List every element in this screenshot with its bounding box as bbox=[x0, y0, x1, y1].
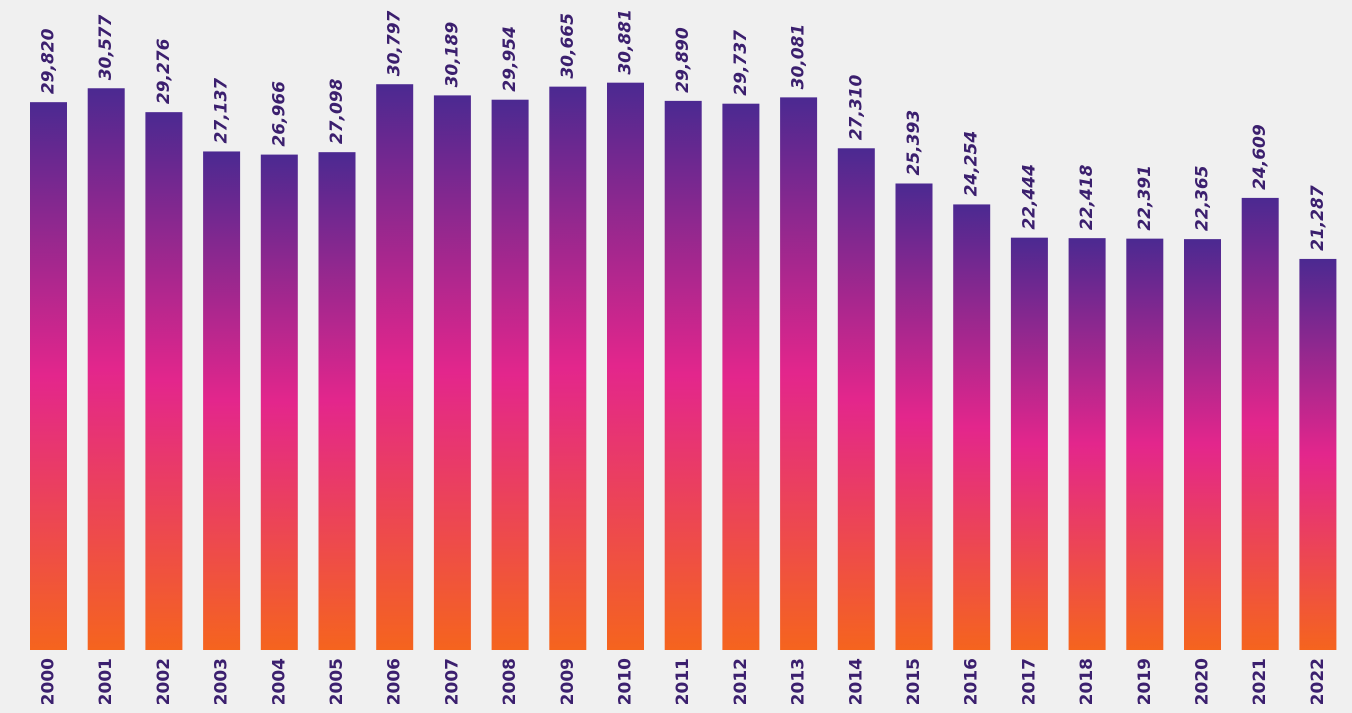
x-tick-label: 2009 bbox=[558, 658, 578, 705]
bar bbox=[895, 183, 933, 650]
x-tick-label: 2018 bbox=[1077, 658, 1097, 705]
value-label: 22,444 bbox=[1019, 164, 1039, 230]
value-label: 22,365 bbox=[1193, 166, 1213, 232]
bar bbox=[1241, 197, 1279, 650]
x-tick-label: 2004 bbox=[269, 658, 289, 705]
bar bbox=[376, 84, 414, 651]
x-tick-label: 2002 bbox=[154, 658, 174, 705]
value-label: 30,577 bbox=[96, 14, 116, 80]
value-label: 21,287 bbox=[1308, 185, 1328, 251]
value-label: 27,310 bbox=[846, 75, 866, 141]
x-tick-label: 2012 bbox=[731, 658, 751, 705]
x-tick-label: 2014 bbox=[846, 658, 866, 705]
value-label: 29,890 bbox=[673, 27, 693, 93]
value-label: 22,391 bbox=[1135, 165, 1155, 231]
x-tick-label: 2000 bbox=[39, 658, 59, 705]
bar bbox=[318, 152, 356, 651]
value-label: 26,966 bbox=[269, 81, 289, 147]
value-label: 29,954 bbox=[500, 26, 520, 92]
bar bbox=[433, 95, 471, 650]
bar bbox=[953, 204, 991, 650]
bar bbox=[722, 103, 760, 650]
bar bbox=[837, 148, 875, 650]
bar bbox=[549, 86, 587, 651]
bar bbox=[87, 88, 125, 650]
value-label: 30,189 bbox=[442, 22, 462, 88]
x-tick-label: 2007 bbox=[442, 658, 462, 705]
x-tick-label: 2020 bbox=[1193, 658, 1213, 705]
x-tick-label: 2022 bbox=[1308, 658, 1328, 705]
bar bbox=[1010, 237, 1048, 650]
bar bbox=[607, 82, 644, 650]
bar bbox=[260, 154, 298, 650]
bar bbox=[203, 151, 241, 651]
bar bbox=[1126, 238, 1164, 651]
x-tick-label: 2003 bbox=[212, 658, 232, 705]
x-tick-label: 2005 bbox=[327, 658, 347, 705]
bar bbox=[1299, 258, 1337, 650]
bar bbox=[145, 112, 183, 650]
x-tick-label: 2001 bbox=[96, 658, 116, 705]
value-label: 27,137 bbox=[212, 78, 232, 144]
x-tick-label: 2019 bbox=[1135, 658, 1155, 705]
bar bbox=[491, 99, 529, 651]
value-label: 29,820 bbox=[39, 28, 59, 94]
x-tick-label: 2016 bbox=[962, 658, 982, 705]
value-label: 30,665 bbox=[558, 13, 578, 79]
x-tick-label: 2006 bbox=[385, 658, 405, 705]
x-tick-label: 2013 bbox=[789, 658, 809, 705]
bar bbox=[1068, 238, 1106, 651]
x-tick-label: 2021 bbox=[1250, 658, 1270, 705]
value-label: 25,393 bbox=[904, 110, 924, 176]
value-label: 29,737 bbox=[731, 30, 751, 96]
bar bbox=[664, 100, 702, 651]
bar bbox=[1184, 239, 1221, 651]
value-label: 22,418 bbox=[1077, 164, 1097, 230]
value-label: 30,881 bbox=[616, 9, 636, 75]
value-label: 24,254 bbox=[962, 131, 982, 197]
value-label: 24,609 bbox=[1250, 124, 1270, 190]
x-tick-label: 2015 bbox=[904, 658, 924, 705]
value-label: 29,276 bbox=[154, 38, 174, 104]
x-tick-label: 2010 bbox=[616, 658, 636, 705]
bar bbox=[780, 97, 818, 650]
value-label: 30,797 bbox=[385, 10, 405, 76]
bar bbox=[30, 102, 67, 650]
value-label: 27,098 bbox=[327, 78, 347, 144]
x-tick-label: 2008 bbox=[500, 658, 520, 705]
value-label: 30,081 bbox=[789, 24, 809, 90]
x-tick-label: 2017 bbox=[1019, 658, 1039, 705]
x-tick-label: 2011 bbox=[673, 658, 693, 705]
